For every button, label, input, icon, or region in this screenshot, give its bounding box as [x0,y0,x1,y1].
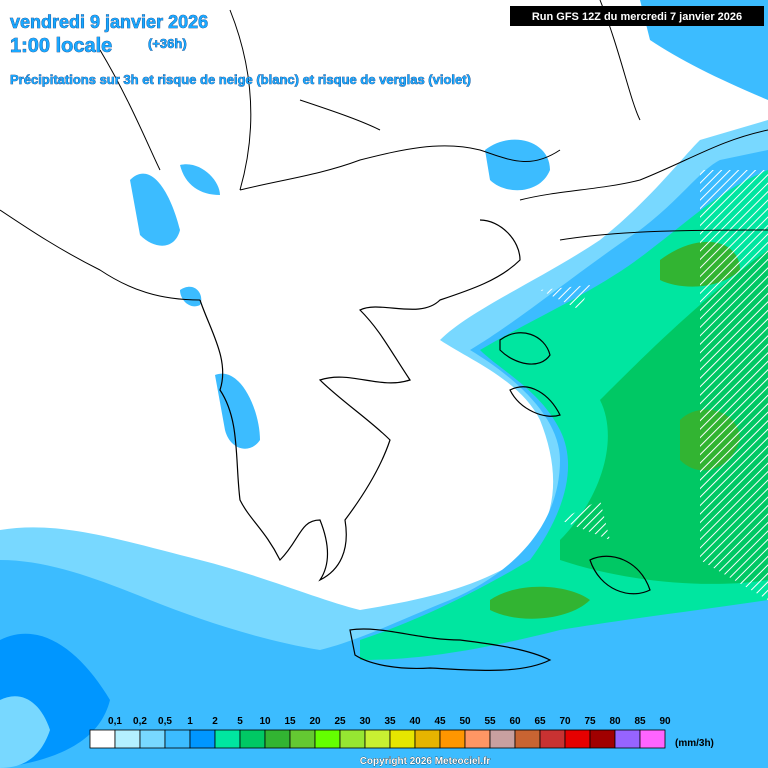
legend-label: 45 [434,716,446,727]
legend-swatch [139,729,166,749]
legend-label: 70 [559,716,571,727]
legend-label: 0,2 [133,716,147,727]
legend-swatch [264,729,291,749]
legend-swatch [314,729,341,749]
legend-label: 30 [359,716,371,727]
date: vendredi 9 janvier 2026 [10,12,208,32]
legend-label: 5 [237,716,243,727]
legend-swatch [164,729,191,749]
legend-swatch [514,729,541,749]
legend-label: 55 [484,716,496,727]
legend-swatch [339,729,366,749]
legend-swatch [614,729,641,749]
legend-swatch [464,729,491,749]
legend-swatch [589,729,616,749]
legend-swatch [189,729,216,749]
legend-label: 85 [634,716,646,727]
legend-swatch [389,729,416,749]
legend-label: 10 [259,716,271,727]
legend-swatch [214,729,241,749]
legend-swatch [364,729,391,749]
offset: (+36h) [148,36,187,51]
precip-area [130,139,550,449]
legend: 0,1 0,2 0,5 1 2 5 10 15 20 25 30 35 40 45 50 55 60 65 70 75… [89,716,671,749]
legend-label: 35 [384,716,396,727]
legend-label: 25 [334,716,346,727]
legend-label: 2 [212,716,218,727]
legend-swatch [439,729,466,749]
legend-label: 75 [584,716,596,727]
run-box [510,6,764,26]
legend-label: 40 [409,716,421,727]
precip-area [0,696,50,768]
legend-label: 90 [659,716,671,727]
legend-unit: (mm/3h) [675,738,714,749]
coastlines [0,0,768,671]
legend-label: 20 [309,716,321,727]
legend-swatch [239,729,266,749]
legend-label: 0,5 [158,716,172,727]
subtitle: Précipitations sur 3h et risque de neige… [10,72,471,87]
snow-risk [540,170,768,600]
legend-swatch [539,729,566,749]
legend-swatch [89,729,116,749]
legend-swatch [564,729,591,749]
copyright: Copyright 2026 Meteociel.fr [360,756,491,767]
legend-label: 15 [284,716,296,727]
header: vendredi 9 janvier 2026 1:00 locale (+36… [10,6,764,87]
legend-label: 0,1 [108,716,122,727]
legend-label: 1 [187,716,193,727]
legend-label: 80 [609,716,621,727]
legend-label: 50 [459,716,471,727]
time: 1:00 locale [10,35,112,57]
legend-swatch [114,729,141,749]
legend-swatch [414,729,441,749]
legend-swatch [289,729,316,749]
legend-swatch [639,729,666,749]
legend-swatch [489,729,516,749]
legend-label: 65 [534,716,546,727]
legend-label: 60 [509,716,521,727]
run-info: Run GFS 12Z du mercredi 7 janvier 2026 [532,11,742,23]
